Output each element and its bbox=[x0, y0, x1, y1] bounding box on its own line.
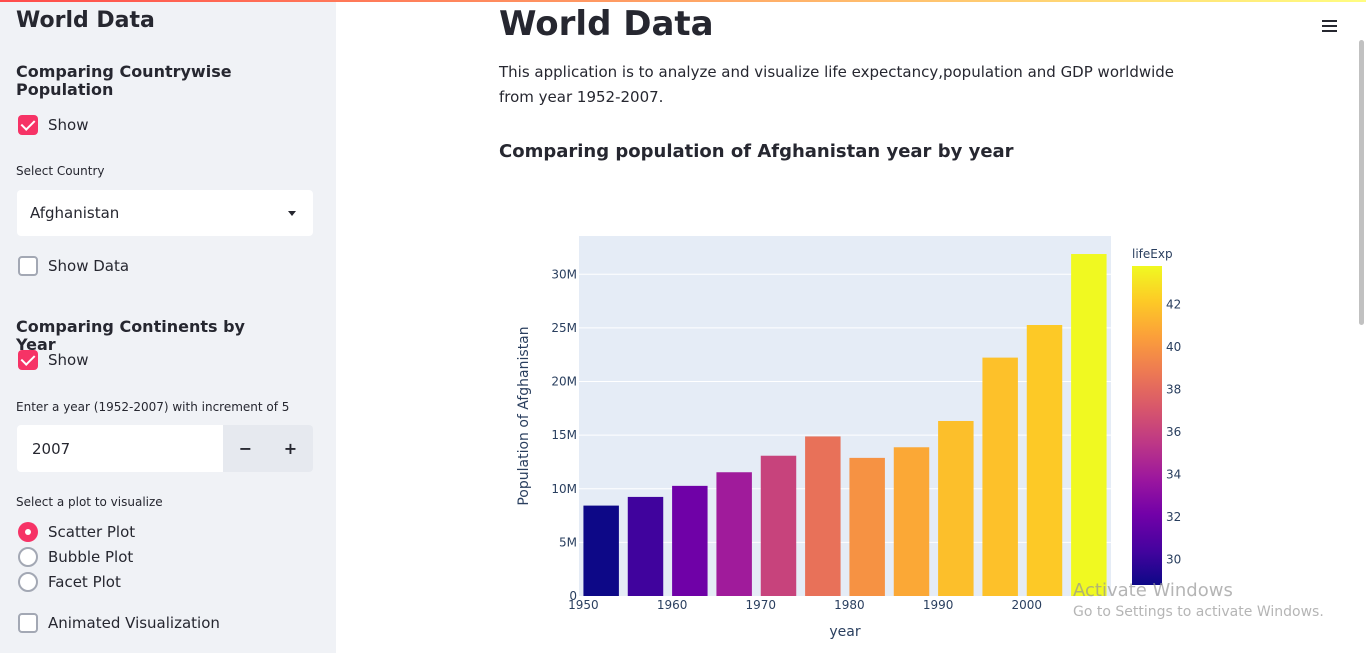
radio-scatter-plot[interactable] bbox=[18, 522, 38, 542]
year-number-input[interactable]: 2007 bbox=[17, 425, 223, 472]
x-tick-label: 2000 bbox=[1011, 598, 1042, 612]
radio-bubble-plot-label: Bubble Plot bbox=[48, 548, 134, 566]
page-title: World Data bbox=[499, 4, 714, 44]
section-heading-continents: Comparing Continents by Year bbox=[16, 317, 245, 354]
year-input-label: Enter a year (1952-2007) with increment … bbox=[16, 400, 290, 414]
x-tick-label: 1960 bbox=[657, 598, 688, 612]
colorbar-tick-label: 40 bbox=[1166, 340, 1181, 354]
x-axis-title: year bbox=[829, 624, 860, 640]
increment-button[interactable]: + bbox=[268, 425, 313, 472]
colorbar bbox=[1132, 266, 1162, 585]
y-tick-label: 0 bbox=[569, 589, 577, 603]
show-data-label: Show Data bbox=[48, 257, 130, 275]
show-population-label: Show bbox=[48, 116, 89, 134]
y-tick-label: 15M bbox=[551, 428, 577, 442]
y-tick-label: 5M bbox=[559, 535, 577, 549]
bar-1967[interactable] bbox=[716, 472, 752, 596]
colorbar-tick-label: 42 bbox=[1166, 297, 1181, 311]
y-tick-label: 25M bbox=[551, 321, 577, 335]
y-tick-label: 30M bbox=[551, 267, 577, 281]
x-tick-label: 1970 bbox=[745, 598, 776, 612]
colorbar-title: lifeExp bbox=[1132, 247, 1173, 261]
activate-windows-watermark: Activate Windows bbox=[1073, 580, 1233, 601]
sidebar-title: World Data bbox=[16, 8, 155, 33]
section-heading-countrywise: Comparing Countrywise Population bbox=[16, 62, 232, 99]
bar-1962[interactable] bbox=[672, 485, 708, 596]
bar-2007[interactable] bbox=[1071, 254, 1107, 596]
year-input-value: 2007 bbox=[32, 440, 71, 458]
bar-1992[interactable] bbox=[938, 420, 974, 596]
decrement-button[interactable]: − bbox=[223, 425, 268, 472]
vertical-scrollbar[interactable] bbox=[1359, 40, 1364, 325]
show-population-checkbox[interactable] bbox=[18, 115, 38, 135]
bar-1952[interactable] bbox=[583, 505, 619, 596]
y-axis-title: Population of Afghanistan bbox=[516, 326, 532, 505]
colorbar-tick-label: 38 bbox=[1166, 382, 1181, 396]
plot-select-label: Select a plot to visualize bbox=[16, 495, 163, 509]
country-select[interactable]: Afghanistan bbox=[17, 190, 313, 236]
radio-bubble-plot[interactable] bbox=[18, 547, 38, 567]
y-tick-label: 20M bbox=[551, 375, 577, 389]
country-select-value: Afghanistan bbox=[30, 204, 120, 222]
bar-1987[interactable] bbox=[893, 447, 930, 596]
bar-1977[interactable] bbox=[805, 436, 841, 596]
show-continents-label: Show bbox=[48, 351, 89, 369]
chart-subheading: Comparing population of Afghanistan year… bbox=[499, 141, 1014, 162]
y-tick-label: 10M bbox=[551, 482, 577, 496]
show-data-checkbox[interactable] bbox=[18, 256, 38, 276]
colorbar-tick-label: 32 bbox=[1166, 510, 1181, 524]
activate-windows-hint: Go to Settings to activate Windows. bbox=[1073, 604, 1324, 620]
hamburger-menu-icon[interactable] bbox=[1322, 20, 1337, 32]
select-country-label: Select Country bbox=[16, 164, 105, 178]
radio-scatter-plot-label: Scatter Plot bbox=[48, 523, 136, 541]
x-tick-label: 1980 bbox=[834, 598, 865, 612]
plot-area bbox=[579, 236, 1111, 596]
x-tick-label: 1950 bbox=[568, 598, 599, 612]
x-tick-label: 1990 bbox=[923, 598, 954, 612]
bar-1972[interactable] bbox=[760, 455, 797, 596]
radio-facet-plot-label: Facet Plot bbox=[48, 573, 121, 591]
colorbar-tick-label: 36 bbox=[1166, 425, 1181, 439]
sidebar: World Data Comparing Countrywise Populat… bbox=[0, 2, 336, 653]
show-continents-checkbox[interactable] bbox=[18, 350, 38, 370]
bar-2002[interactable] bbox=[1026, 325, 1063, 596]
colorbar-tick-label: 30 bbox=[1166, 552, 1181, 566]
bar-1957[interactable] bbox=[627, 496, 664, 596]
colorbar-tick-label: 34 bbox=[1166, 467, 1181, 481]
top-decoration-bar bbox=[0, 0, 1366, 2]
bar-1997[interactable] bbox=[982, 357, 1018, 596]
intro-text: This application is to analyze and visua… bbox=[499, 63, 1175, 106]
animated-visualization-checkbox[interactable] bbox=[18, 613, 38, 633]
chevron-down-icon bbox=[288, 211, 296, 216]
bar-1982[interactable] bbox=[849, 457, 885, 596]
radio-facet-plot[interactable] bbox=[18, 572, 38, 592]
animated-visualization-label: Animated Visualization bbox=[48, 614, 220, 632]
